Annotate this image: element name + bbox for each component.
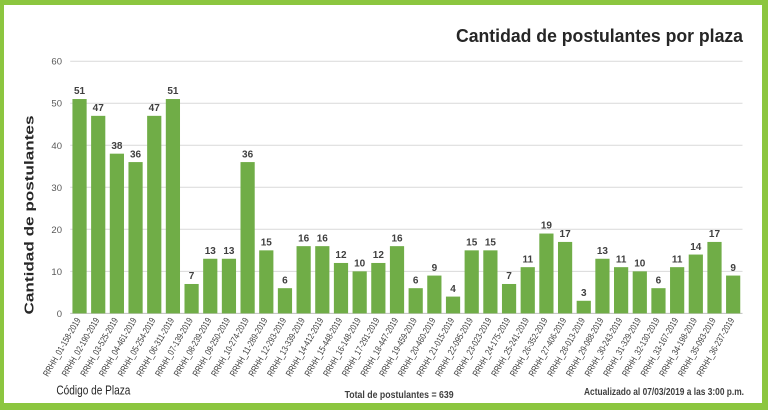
svg-text:13: 13 — [597, 246, 609, 257]
svg-text:12: 12 — [335, 250, 347, 261]
svg-text:3: 3 — [581, 288, 587, 299]
svg-text:10: 10 — [354, 259, 366, 270]
svg-text:13: 13 — [205, 246, 217, 257]
svg-text:51: 51 — [167, 86, 179, 97]
svg-text:36: 36 — [130, 149, 142, 160]
svg-text:36: 36 — [242, 149, 254, 160]
svg-text:17: 17 — [709, 229, 721, 240]
svg-text:9: 9 — [432, 263, 438, 274]
svg-text:15: 15 — [261, 238, 273, 249]
svg-text:6: 6 — [656, 275, 662, 286]
svg-text:12: 12 — [373, 250, 385, 261]
svg-text:6: 6 — [413, 275, 419, 286]
svg-text:7: 7 — [506, 271, 512, 282]
svg-text:17: 17 — [560, 229, 572, 240]
svg-text:6: 6 — [282, 275, 288, 286]
svg-text:7: 7 — [189, 271, 195, 282]
svg-text:50: 50 — [51, 99, 62, 110]
svg-text:Código de Plaza: Código de Plaza — [56, 383, 131, 398]
svg-text:11: 11 — [616, 254, 627, 265]
svg-text:16: 16 — [317, 233, 329, 244]
svg-text:38: 38 — [111, 141, 123, 152]
svg-text:47: 47 — [93, 103, 105, 114]
svg-text:15: 15 — [466, 238, 478, 249]
svg-text:11: 11 — [522, 254, 533, 265]
svg-text:Cantidad de postulantes: Cantidad de postulantes — [22, 116, 37, 315]
svg-text:11: 11 — [672, 254, 683, 265]
svg-text:16: 16 — [298, 233, 310, 244]
svg-text:10: 10 — [634, 259, 646, 270]
svg-text:10: 10 — [51, 267, 62, 278]
svg-text:Total de postulantes = 639: Total de postulantes = 639 — [345, 390, 454, 401]
svg-text:60: 60 — [51, 57, 62, 68]
svg-text:4: 4 — [450, 284, 456, 295]
svg-text:9: 9 — [730, 263, 736, 274]
svg-text:20: 20 — [51, 225, 62, 236]
svg-text:30: 30 — [51, 183, 62, 194]
svg-text:14: 14 — [690, 242, 702, 253]
svg-text:15: 15 — [485, 238, 497, 249]
svg-text:51: 51 — [74, 86, 86, 97]
svg-text:0: 0 — [57, 309, 62, 320]
svg-text:16: 16 — [391, 233, 403, 244]
svg-text:Actualizado al 07/03/2019 a la: Actualizado al 07/03/2019 a las 3:00 p.m… — [584, 387, 744, 398]
svg-text:19: 19 — [541, 221, 553, 232]
svg-text:47: 47 — [149, 103, 161, 114]
svg-text:Cantidad de postulantes por pl: Cantidad de postulantes por plaza — [456, 26, 744, 46]
svg-text:40: 40 — [51, 141, 62, 152]
svg-text:13: 13 — [223, 246, 235, 257]
